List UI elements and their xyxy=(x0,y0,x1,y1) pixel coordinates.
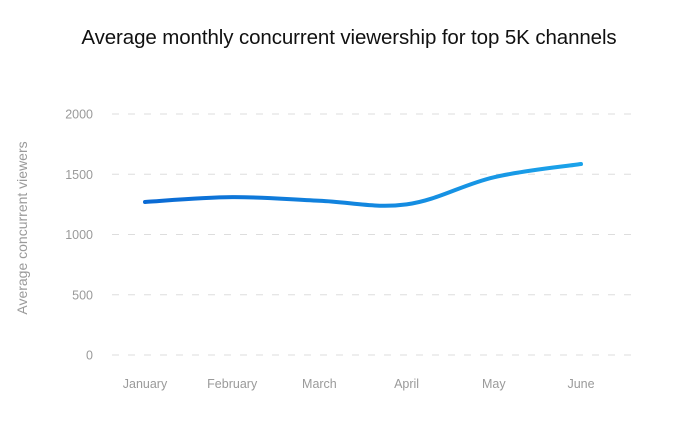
series-line-0 xyxy=(143,162,583,208)
gridlines xyxy=(112,113,637,356)
x-tick-label: March xyxy=(302,377,337,391)
x-tick-label: June xyxy=(567,377,594,391)
data-point-april xyxy=(405,202,409,206)
y-axis-label: Average concurrent viewers xyxy=(14,141,30,314)
x-tick-label: January xyxy=(123,377,168,391)
y-tick-label: 2000 xyxy=(65,108,93,122)
y-tick-label: 1000 xyxy=(65,228,93,242)
x-tick-label: May xyxy=(482,377,506,391)
data-point-march xyxy=(317,199,321,203)
data-point-may xyxy=(492,175,496,179)
data-point-february xyxy=(230,195,234,199)
x-tick-labels: January February March April May June xyxy=(123,377,595,391)
y-tick-labels: 0 500 1000 1500 2000 xyxy=(65,108,93,363)
y-tick-label: 1500 xyxy=(65,168,93,182)
y-tick-label: 500 xyxy=(72,288,93,302)
data-point-january xyxy=(143,200,147,204)
y-tick-label: 0 xyxy=(86,349,93,363)
series xyxy=(143,162,583,208)
x-tick-label: April xyxy=(394,377,419,391)
data-point-june xyxy=(579,162,583,166)
x-tick-label: February xyxy=(207,377,258,391)
chart-title: Average monthly concurrent viewership fo… xyxy=(81,26,617,49)
